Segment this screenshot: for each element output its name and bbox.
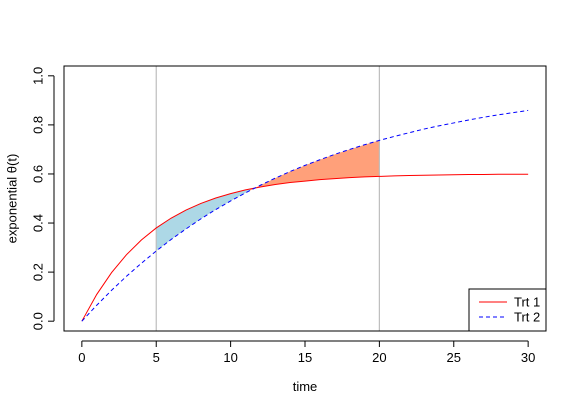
x-tick-label: 25: [447, 350, 461, 365]
legend-box: [468, 288, 547, 332]
y-tick-label: 0.8: [31, 116, 46, 134]
legend-label-1: Trt 1: [514, 295, 540, 310]
reference-lines: [155, 66, 380, 331]
y-tick-label: 0.2: [31, 263, 46, 281]
x-tick-label: 15: [298, 350, 312, 365]
y-tick-label: 1.0: [31, 67, 46, 85]
plot-frame: [63, 65, 547, 332]
y-tick-label: 0.6: [31, 165, 46, 183]
x-tick-label: 10: [223, 350, 237, 365]
y-axis: 0.0 0.2 0.4 0.6 0.8 1.0: [31, 67, 55, 330]
shaded-regions: [156, 140, 380, 252]
x-tick-label: 30: [521, 350, 535, 365]
x-tick-label: 5: [153, 350, 160, 365]
series-lines: [81, 109, 529, 322]
shaded-region-2: [249, 140, 380, 191]
x-tick-label: 20: [372, 350, 386, 365]
series-line-2: [81, 109, 529, 322]
x-axis-label: time: [293, 379, 318, 394]
x-axis: 0 5 10 15 20 25 30: [78, 340, 535, 365]
y-tick-label: 0.0: [31, 312, 46, 330]
y-axis-label: exponential θ(t): [5, 154, 20, 244]
y-tick-label: 0.4: [31, 214, 46, 232]
legend-label-2: Trt 2: [514, 310, 540, 325]
x-tick-label: 0: [78, 350, 85, 365]
series-line-1: [81, 173, 529, 322]
